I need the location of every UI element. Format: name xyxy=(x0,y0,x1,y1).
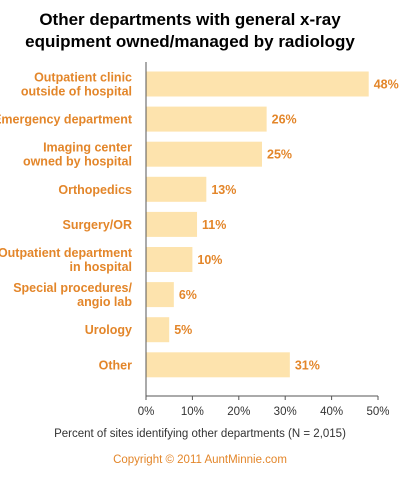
category-label-line: angio lab xyxy=(77,295,132,309)
x-tick-label: 30% xyxy=(274,406,297,418)
data-label: 5% xyxy=(174,323,192,337)
category-label-line: Outpatient clinic xyxy=(34,71,132,85)
value-labels: 48% 26% 25% 13% 11% 10% 6% 5% 31% xyxy=(174,78,399,373)
category-label: Other xyxy=(99,358,132,372)
category-label: Emergency department xyxy=(0,113,133,127)
bar xyxy=(146,282,174,308)
category-label-line: owned by hospital xyxy=(23,155,132,169)
copyright-footer: Copyright © 2011 AuntMinnie.com xyxy=(113,454,287,466)
category-label-line: Outpatient department xyxy=(0,246,133,260)
chart-title: Other departments with general x-ray equi… xyxy=(25,10,355,51)
x-tick-label: 10% xyxy=(181,406,204,418)
category-label-line: Urology xyxy=(85,323,132,337)
bar xyxy=(146,106,267,132)
category-labels: Outpatient clinic outside of hospital Emer… xyxy=(0,71,133,373)
category-label-line: Emergency department xyxy=(0,113,133,127)
category-label: Urology xyxy=(85,323,132,337)
chart-title-line: equipment owned/managed by radiology xyxy=(25,32,355,51)
category-label-line: outside of hospital xyxy=(21,85,132,99)
category-label: Surgery/OR xyxy=(63,218,132,232)
category-label-line: Orthopedics xyxy=(58,183,132,197)
bar xyxy=(146,141,262,167)
bar xyxy=(146,211,198,237)
category-label: Special procedures/angio lab xyxy=(13,281,132,309)
category-label: Orthopedics xyxy=(58,183,132,197)
category-label-line: Other xyxy=(99,358,132,372)
bar xyxy=(146,352,290,378)
data-label: 13% xyxy=(211,183,236,197)
bar xyxy=(146,176,207,202)
bars xyxy=(146,71,369,378)
category-label: Outpatient clinic outside of hospital xyxy=(21,71,132,99)
x-axis: 0% 10% 20% 30% 40% 50% xyxy=(138,62,390,418)
data-label: 25% xyxy=(267,148,292,162)
bar xyxy=(146,247,193,272)
x-tick-label: 50% xyxy=(366,406,389,418)
data-label: 31% xyxy=(295,358,320,372)
category-label-line: in hospital xyxy=(70,260,133,274)
bar xyxy=(146,317,170,343)
data-label: 11% xyxy=(202,218,226,232)
x-axis-label: Percent of sites identifying other depar… xyxy=(54,428,346,440)
data-label: 48% xyxy=(374,78,399,92)
category-label-line: Imaging center xyxy=(43,141,132,155)
category-label-line: Surgery/OR xyxy=(63,218,132,232)
data-label: 10% xyxy=(197,253,222,267)
category-label: Imaging center owned by hospital xyxy=(23,141,132,169)
category-label: Outpatient department in hospital xyxy=(0,246,133,274)
bar xyxy=(146,71,369,97)
x-tick-label: 40% xyxy=(320,406,343,418)
x-tick-label: 0% xyxy=(138,406,155,418)
category-label-line: Special procedures/ xyxy=(13,281,132,295)
data-label: 6% xyxy=(179,288,197,302)
chart-title-line: Other departments with general x-ray xyxy=(39,10,341,29)
data-label: 26% xyxy=(272,113,297,127)
x-tick-label: 20% xyxy=(227,406,250,418)
